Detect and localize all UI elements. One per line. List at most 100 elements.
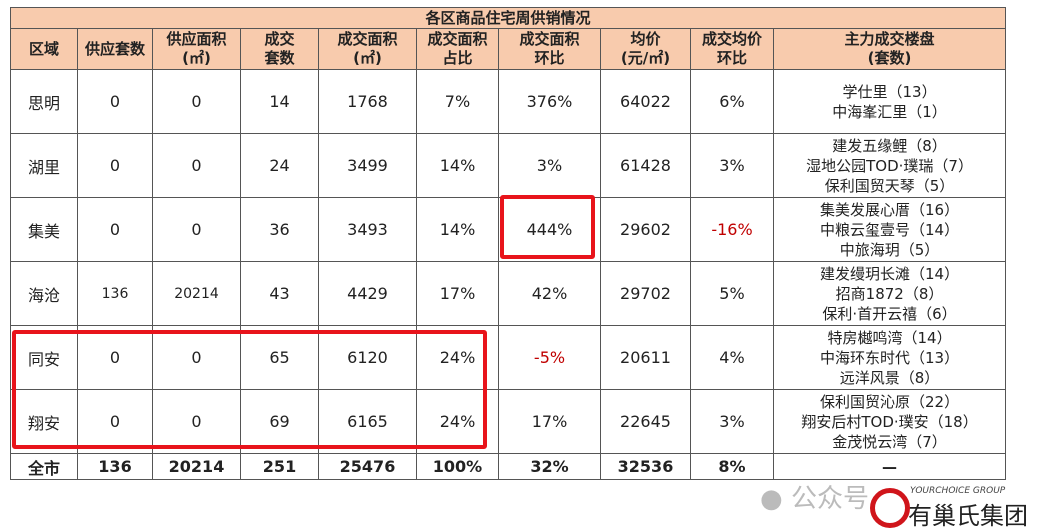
column-header: 区域 xyxy=(10,28,78,70)
cell-deal-area: 3499 xyxy=(318,133,417,198)
column-header: 成交面积 占比 xyxy=(416,28,499,70)
cell-price-mom: 6% xyxy=(690,69,774,134)
cell-area-mom: 444% xyxy=(498,197,601,262)
cell-projects: — xyxy=(772,453,1007,480)
project-item: 湿地公园TOD·璞瑞（7） xyxy=(806,156,973,175)
project-item: 保利·首开云禧（6） xyxy=(822,304,957,323)
wechat-icon: ● xyxy=(760,484,783,514)
table-row: 思明 0 0 14 1768 7% 376% 64022 6% 学仕里（13） 中海峯汇里（1） xyxy=(10,69,1007,134)
table-row: 翔安 0 0 69 6165 24% 17% 22645 3% 保利国贸沁原（22） 翔安后村TOD… xyxy=(10,389,1007,454)
watermark: ● 公众号 xyxy=(760,484,869,514)
cell-avg-price: 22645 xyxy=(600,389,691,454)
cell-supply-units: 0 xyxy=(77,325,153,390)
project-item: 建发五缘鲤（8） xyxy=(832,136,947,155)
cell-supply-area: 0 xyxy=(152,325,241,390)
highlight-box-tongan-xiangan xyxy=(12,330,487,449)
cell-area-mom: 17% xyxy=(498,389,601,454)
cell-deal-units: 251 xyxy=(240,453,319,480)
project-item: 中粮云玺壹号（14） xyxy=(819,220,960,239)
cell-supply-area: 20214 xyxy=(152,261,241,326)
logo-house-icon xyxy=(870,488,910,528)
cell-area-mom: 3% xyxy=(498,133,601,198)
project-item: 中海峯汇里（1） xyxy=(832,102,947,121)
cell-district: 湖里 xyxy=(10,133,78,198)
column-header: 均价 (元/㎡) xyxy=(600,28,691,70)
project-item: 中旅海玥（5） xyxy=(839,240,940,259)
column-header: 成交面积 (㎡) xyxy=(318,28,417,70)
column-header: 主力成交楼盘 (套数) xyxy=(772,28,1007,70)
cell-supply-units: 136 xyxy=(77,453,153,480)
cell-district: 全市 xyxy=(10,453,78,480)
project-item: 金茂悦云湾（7） xyxy=(832,432,947,451)
table-row: 海沧 136 20214 43 4429 17% 42% 29702 5% 建发缦玥长滩（14）招… xyxy=(10,261,1007,326)
project-item: 招商1872（8） xyxy=(835,284,944,303)
cell-area-mom: 376% xyxy=(498,69,601,134)
cell-projects: 保利国贸沁原（22） 翔安后村TOD·璞安（18） 金茂悦云湾（7） xyxy=(772,389,1007,454)
cell-avg-price: 29602 xyxy=(600,197,691,262)
cell-deal-area: 1768 xyxy=(318,69,417,134)
project-item: 保利国贸沁原（22） xyxy=(819,392,960,411)
project-item: 翔安后村TOD·璞安（18） xyxy=(801,412,978,431)
column-header: 成交 套数 xyxy=(240,28,319,70)
project-item: 学仕里（13） xyxy=(842,82,937,101)
cell-share: 14% xyxy=(416,133,499,198)
column-header: 成交面积 环比 xyxy=(498,28,601,70)
table-row: 湖里 0 0 24 3499 14% 3% 61428 3% 建发五缘鲤（8） 湿地公园TOD·璞瑞… xyxy=(10,133,1007,198)
table-title: 各区商品住宅周供销情况 xyxy=(9,7,1007,29)
cell-deal-area: 25476 xyxy=(318,453,417,480)
cell-projects: 集美发展心厝（16） 中粮云玺壹号（14） 中旅海玥（5） xyxy=(772,197,1007,262)
cell-price-mom: 3% xyxy=(690,133,774,198)
highlight-box-jimei-mom xyxy=(500,195,595,259)
cell-share: 7% xyxy=(416,69,499,134)
project-item: 集美发展心厝（16） xyxy=(819,200,960,219)
cell-price-mom: 5% xyxy=(690,261,774,326)
cell-avg-price: 20611 xyxy=(600,325,691,390)
cell-projects: 特房樾鸣湾（14） 中海环东时代（13） 远洋风景（8） xyxy=(772,325,1007,390)
cell-district: 海沧 xyxy=(10,261,78,326)
cell-price-mom: 4% xyxy=(690,325,774,390)
cell-deal-area: 4429 xyxy=(318,261,417,326)
cell-supply-area: 0 xyxy=(152,197,241,262)
column-header: 成交均价 环比 xyxy=(690,28,774,70)
cell-supply-units: 0 xyxy=(77,389,153,454)
company-logo: YOURCHOICE GROUP 有巢氏集团 xyxy=(870,486,1028,531)
cell-area-mom: 32% xyxy=(498,453,601,480)
cell-deal-area: 6120 xyxy=(318,325,417,390)
cell-district: 集美 xyxy=(10,197,78,262)
cell-district: 同安 xyxy=(10,325,78,390)
project-item: 远洋风景（8） xyxy=(839,368,940,387)
cell-price-mom: 3% xyxy=(690,389,774,454)
cell-avg-price: 32536 xyxy=(600,453,691,480)
cell-deal-area: 6165 xyxy=(318,389,417,454)
cell-share: 100% xyxy=(416,453,499,480)
cell-district: 思明 xyxy=(10,69,78,134)
cell-deal-units: 36 xyxy=(240,197,319,262)
cell-deal-units: 69 xyxy=(240,389,319,454)
cell-price-mom: -16% xyxy=(690,197,774,262)
cell-share: 17% xyxy=(416,261,499,326)
cell-supply-area: 20214 xyxy=(152,453,241,480)
total-row: 全市 136 20214 251 25476 100% 32% 32536 8% — xyxy=(10,453,1007,480)
cell-projects: 建发缦玥长滩（14） 招商1872（8） 保利·首开云禧（6） xyxy=(772,261,1007,326)
cell-share: 14% xyxy=(416,197,499,262)
project-item: 特房樾鸣湾（14） xyxy=(827,328,952,347)
column-header: 供应套数 xyxy=(77,28,153,70)
cell-avg-price: 64022 xyxy=(600,69,691,134)
column-header: 供应面积 (㎡) xyxy=(152,28,241,70)
project-item: 保利国贸天琴（5） xyxy=(824,176,955,195)
cell-projects: 建发五缘鲤（8） 湿地公园TOD·璞瑞（7） 保利国贸天琴（5） xyxy=(772,133,1007,198)
cell-supply-units: 0 xyxy=(77,133,153,198)
cell-deal-area: 3493 xyxy=(318,197,417,262)
cell-area-mom: 42% xyxy=(498,261,601,326)
table-row: 同安 0 0 65 6120 24% -5% 20611 4% 特房樾鸣湾（14） 中海环东时代（1… xyxy=(10,325,1007,390)
project-item: 建发缦玥长滩（14） xyxy=(819,264,960,283)
table-row: 集美 0 0 36 3493 14% 444% 29602 -16% 集美发展心厝（16） 中粮云玺… xyxy=(10,197,1007,262)
cell-deal-units: 24 xyxy=(240,133,319,198)
cell-projects: 学仕里（13） 中海峯汇里（1） xyxy=(772,69,1007,134)
cell-avg-price: 61428 xyxy=(600,133,691,198)
cell-district: 翔安 xyxy=(10,389,78,454)
cell-deal-units: 14 xyxy=(240,69,319,134)
project-item: 中海环东时代（13） xyxy=(819,348,960,367)
supply-sales-table: 各区商品住宅周供销情况 区域 供应套数 供应面积 (㎡) 成交 套数 成交面积 (㎡) 成… xyxy=(9,7,1007,480)
cell-area-mom: -5% xyxy=(498,325,601,390)
